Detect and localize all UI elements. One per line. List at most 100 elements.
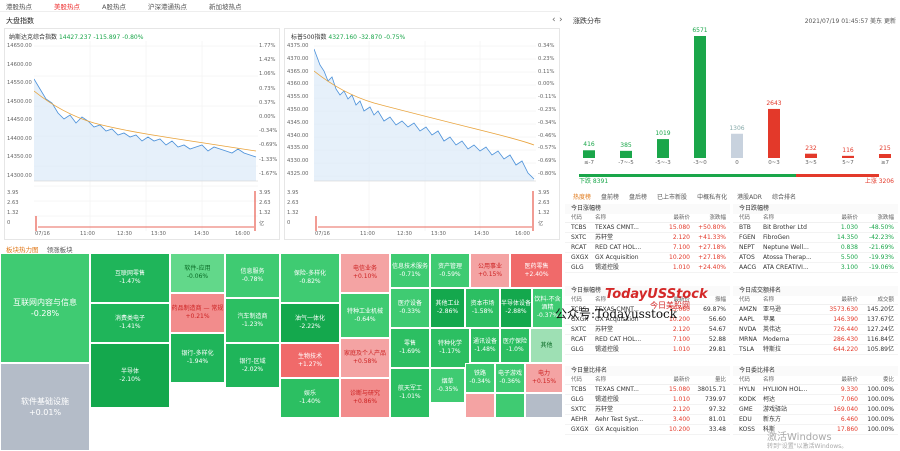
- heatmap-cell[interactable]: 通讯设备 -1.48%: [470, 328, 500, 363]
- table-row[interactable]: TSLA 特斯拉 644.220 105.89亿: [733, 345, 898, 355]
- table-row[interactable]: AEHR Aehr Test Syst... 3.400 81.01: [565, 415, 730, 425]
- axis-label: 0.00%: [538, 81, 555, 88]
- heatmap-cell[interactable]: 半导体设备 -2.88%: [500, 288, 532, 328]
- table-row[interactable]: BTB Bit Brother Ltd 1.030 -48.50%: [733, 223, 898, 233]
- tab-hk[interactable]: 港股热点: [6, 3, 32, 11]
- heatmap-cell[interactable]: 消费类电子 -1.41%: [90, 303, 170, 343]
- rank-tab[interactable]: 热度榜: [573, 194, 592, 201]
- rank-tab[interactable]: 中概私有化: [697, 194, 728, 201]
- heatmap-cell[interactable]: [525, 393, 563, 418]
- table-row[interactable]: NVDA 英伟达 726.440 127.24亿: [733, 325, 898, 335]
- heatmap-cell[interactable]: 医药零售 +2.40%: [510, 253, 563, 288]
- heatmap-cell-name: 生物技术: [297, 352, 322, 360]
- heatmap-cell[interactable]: 信息技术服务 -0.71%: [390, 253, 430, 288]
- heatmap-cell[interactable]: 银行-区域 -2.02%: [225, 343, 280, 388]
- table-row[interactable]: FGEN FibroGen 14.350 -42.23%: [733, 233, 898, 243]
- nasdaq-panel[interactable]: 纳斯达克综合指数 14427.237 -115.897 -0.80% 14650…: [4, 28, 280, 240]
- table-row[interactable]: EDU 新东方 6.460 100.00%: [733, 415, 898, 425]
- rank-tab[interactable]: 港股ADR: [737, 194, 762, 201]
- heatmap-cell[interactable]: 油气一体化 -2.22%: [280, 303, 340, 343]
- heatmap-cell[interactable]: 资产管理 -0.59%: [430, 253, 470, 288]
- heatmap-cell[interactable]: 饮料-不含酒精 -0.37%: [532, 288, 563, 328]
- ranking-table: 今日委比排名 代码 名称 最新价 委比 HYLN HYLIION HOL... 9.330 10…: [733, 366, 898, 435]
- tab-a-share[interactable]: A股热点: [102, 3, 126, 11]
- rank-tab[interactable]: 盘后榜: [629, 194, 648, 201]
- heatmap-cell[interactable]: 保险-多样化 -0.82%: [280, 253, 340, 303]
- heatmap-cell[interactable]: 特种工业机械 -0.64%: [340, 293, 390, 338]
- heatmap-cell[interactable]: [465, 393, 495, 418]
- heatmap-cell[interactable]: 特种化学 -1.17%: [430, 328, 470, 368]
- prev-arrow-icon[interactable]: ‹: [552, 15, 556, 25]
- tab-us[interactable]: 美股热点: [54, 3, 80, 11]
- heatmap-cell[interactable]: 互联网零售 -1.47%: [90, 253, 170, 303]
- table-row[interactable]: SXTC 苏轩堂 2.120 97.32: [565, 405, 730, 415]
- heatmap-cell[interactable]: 药品制造商 — 常规 +0.21%: [170, 293, 225, 333]
- heatmap-cell-pct: -2.86%: [436, 308, 459, 315]
- heatmap-cell[interactable]: 半导体 -2.10%: [90, 343, 170, 408]
- table-row[interactable]: AAPL 苹果 146.390 137.67亿: [733, 315, 898, 325]
- table-row[interactable]: GXGX GX Acquisition 10.200 56.60: [565, 315, 730, 325]
- heatmap-cell[interactable]: 零售 -1.69%: [390, 328, 430, 368]
- table-row[interactable]: SXTC 苏轩堂 2.120 54.67: [565, 325, 730, 335]
- table-row[interactable]: TCBS TEXAS CMNT... 15.080 38015.71: [565, 385, 730, 395]
- heatmap-cell-pct: -0.59%: [439, 270, 461, 278]
- table-row[interactable]: AACG ATA CREATIVI... 3.100 -19.06%: [733, 263, 898, 273]
- tab-connect[interactable]: 沪深港通热点: [147, 3, 187, 11]
- table-row[interactable]: GXGX GX Acquisition 10.200 33.48: [565, 425, 730, 435]
- table-row[interactable]: GLG 锡道控股 1.010 29.81: [565, 345, 730, 355]
- heatmap-cell[interactable]: 医疗设备 -0.33%: [390, 288, 430, 328]
- heatmap-cell[interactable]: 电力 +0.15%: [525, 363, 563, 393]
- heatmap-cell[interactable]: 银行-多样化 -1.94%: [170, 333, 225, 383]
- heatmap-cell[interactable]: 软件-应用 -0.06%: [170, 253, 225, 293]
- sp500-chart: [314, 41, 536, 231]
- heatmap-cell[interactable]: 其他: [530, 328, 563, 363]
- heatmap-cell[interactable]: 信息服务 -0.78%: [225, 253, 280, 298]
- tab-sg[interactable]: 新加坡热点: [208, 3, 242, 11]
- heatmap-cell[interactable]: 资本市场 -1.58%: [465, 288, 500, 328]
- table-row[interactable]: AMZN 亚马逊 3573.630 145.20亿: [733, 305, 898, 315]
- table-title: 今日振幅榜: [565, 286, 730, 296]
- heatmap-cell[interactable]: 娱乐 -1.40%: [280, 378, 340, 418]
- heatmap-cell[interactable]: 汽车制造商 -1.23%: [225, 298, 280, 343]
- refresh-link[interactable]: 更新: [883, 18, 896, 25]
- heatmap-cell[interactable]: 电信业务 +0.10%: [340, 253, 390, 293]
- table-row[interactable]: KOSS 科斯 17.860 100.00%: [733, 425, 898, 435]
- heatmap-cell[interactable]: 医疗保险 -1.0%: [500, 328, 530, 363]
- next-arrow-icon[interactable]: ›: [559, 15, 563, 25]
- heatmap-cell[interactable]: 铁路 -0.34%: [465, 363, 495, 393]
- table-row[interactable]: KODK 柯达 7.060 100.00%: [733, 395, 898, 405]
- rank-tab[interactable]: 盘前榜: [601, 194, 620, 201]
- bar-value-label: 1306: [729, 124, 745, 132]
- table-row[interactable]: SXTC 苏轩堂 2.120 +41.33%: [565, 233, 730, 243]
- heatmap-cell[interactable]: 软件基础设施 +0.01%: [0, 363, 90, 451]
- table-row[interactable]: RCAT RED CAT HOL... 7.100 +27.18%: [565, 243, 730, 253]
- rank-tab[interactable]: 综合排名: [771, 194, 796, 201]
- heatmap-cell[interactable]: 生物技术 +1.27%: [280, 343, 340, 378]
- table-row[interactable]: MRNA Moderna 286.430 116.84亿: [733, 335, 898, 345]
- heatmap-cell[interactable]: 诊断与研究 +0.86%: [340, 378, 390, 418]
- tab-heatmap[interactable]: 板块热力图: [6, 246, 39, 254]
- heatmap-cell[interactable]: 公用事业 +0.15%: [470, 253, 510, 288]
- table-row[interactable]: RCAT RED CAT HOL... 7.100 52.88: [565, 335, 730, 345]
- table-row[interactable]: NEPT Neptune Well... 0.838 -21.69%: [733, 243, 898, 253]
- axis-label: -0.69%: [259, 142, 278, 149]
- heatmap-cell[interactable]: 互联网内容与信息 -0.28%: [0, 253, 90, 363]
- table-row[interactable]: GME 游戏驿站 169.040 100.00%: [733, 405, 898, 415]
- sp500-panel[interactable]: 标普500指数 4327.160 -32.870 -0.75% 4375.00 4…: [284, 28, 560, 240]
- tab-leading-sectors[interactable]: 领涨板块: [46, 246, 73, 254]
- heatmap-cell[interactable]: 家庭及个人产品 +0.58%: [340, 338, 390, 378]
- heatmap-cell[interactable]: 航天军工 -1.01%: [390, 368, 430, 418]
- table-row[interactable]: TCBS TEXAS CMNT... 15.080 69.87%: [565, 305, 730, 315]
- rank-tab[interactable]: 已上市新股: [657, 194, 688, 201]
- table-row[interactable]: TCBS TEXAS CMNT... 15.080 +50.80%: [565, 223, 730, 233]
- heatmap-cell[interactable]: 其他工业 -2.86%: [430, 288, 465, 328]
- table-row[interactable]: GXGX GX Acquisition 10.200 +27.18%: [565, 253, 730, 263]
- heatmap-cell[interactable]: 电子游戏 -0.36%: [495, 363, 525, 393]
- heatmap-cell-pct: -0.64%: [354, 315, 376, 323]
- table-row[interactable]: GLG 锡道控股 1.010 739.97: [565, 395, 730, 405]
- table-row[interactable]: GLG 锡道控股 1.010 +24.40%: [565, 263, 730, 273]
- heatmap-cell[interactable]: [495, 393, 525, 418]
- table-row[interactable]: ATOS Atossa Therap... 5.500 -19.93%: [733, 253, 898, 263]
- heatmap-cell[interactable]: 烟草 -0.35%: [430, 368, 465, 403]
- table-row[interactable]: HYLN HYLIION HOL... 9.330 100.00%: [733, 385, 898, 395]
